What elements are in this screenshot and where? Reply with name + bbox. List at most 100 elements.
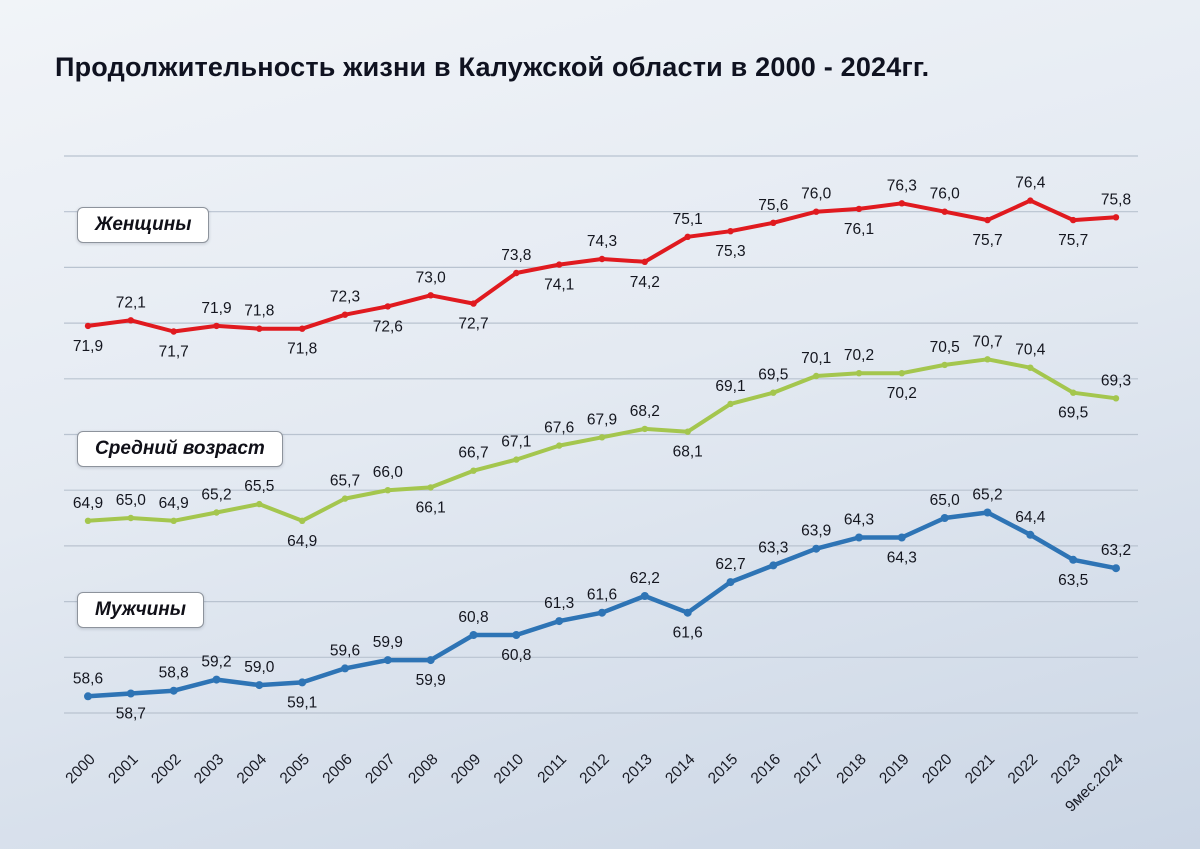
point-label-average: 70,2 [844,347,874,364]
point-label-men: 59,9 [416,672,446,689]
point-label-women: 74,1 [544,277,574,294]
point-label-men: 64,3 [844,512,874,529]
series-women: 71,9 72,1 71,7 71,9 71,8 71,8 72,3 72,6 73,0 72,7… [73,175,1131,361]
data-point-average [1070,389,1077,396]
point-label-men: 60,8 [458,609,488,626]
point-label-men: 62,2 [630,570,660,587]
x-axis-label: 2005 [277,751,313,787]
data-point-men [169,686,178,695]
data-point-men [1026,530,1035,539]
point-label-average: 69,5 [1058,405,1088,422]
point-label-men: 63,2 [1101,542,1131,559]
point-label-average: 65,7 [330,473,360,490]
point-label-average: 70,1 [801,350,831,367]
x-axis-label: 2004 [234,751,271,788]
data-point-average [384,487,391,494]
point-label-women: 71,8 [287,341,317,358]
x-axis-label: 2012 [576,751,612,787]
point-label-men: 59,1 [287,694,317,711]
data-point-women [384,303,391,310]
point-label-men: 59,9 [373,634,403,651]
point-label-average: 65,0 [116,492,147,509]
data-point-women [341,311,349,318]
x-axis-label: 2016 [748,751,784,787]
data-point-women [641,258,648,265]
data-point-men [598,608,606,617]
data-point-men [298,678,307,687]
series-average: 64,9 65,0 64,9 65,2 65,5 64,9 65,7 66,0 66,1 66,7… [73,333,1131,550]
data-point-men [640,592,649,600]
point-label-average: 69,3 [1101,372,1131,389]
data-point-men [855,533,863,542]
data-point-average [984,356,991,363]
x-axis-label: 2014 [662,751,699,788]
point-label-women: 75,1 [673,211,703,228]
data-point-men [812,544,821,553]
x-axis-label: 2022 [1005,751,1041,787]
legend-label-men: Мужчины [77,592,204,628]
point-label-average: 67,6 [544,420,574,437]
point-label-men: 64,4 [1015,509,1046,526]
point-label-average: 69,5 [758,367,788,384]
x-axis-label: 2008 [405,751,441,787]
gridlines [64,155,1138,714]
data-point-men [512,631,521,639]
x-axis-label: 2011 [534,751,570,787]
point-label-women: 75,3 [715,243,745,260]
point-label-men: 58,6 [73,670,103,687]
data-point-men [255,681,264,690]
point-label-men: 61,3 [544,595,574,612]
data-point-women [556,261,563,268]
data-point-men [469,631,478,639]
data-point-men [555,617,564,626]
point-label-women: 76,3 [887,177,917,194]
x-axis-label: 2007 [362,751,398,787]
point-label-average: 67,1 [501,434,531,451]
data-point-women [727,228,734,235]
x-axis-label: 2002 [148,751,184,787]
data-point-men [769,561,778,570]
data-point-average [513,456,520,463]
data-point-women [855,205,863,213]
data-point-average [341,495,349,502]
x-axis-label: 2019 [876,751,912,787]
data-point-average [855,370,863,377]
x-axis-label: 2003 [191,751,227,787]
data-point-women [598,255,606,263]
point-label-average: 66,1 [416,499,446,516]
data-point-average [84,517,92,524]
point-label-women: 75,7 [972,232,1002,249]
point-label-women: 72,1 [116,294,146,311]
point-label-women: 73,0 [416,269,447,286]
data-point-men [726,578,735,587]
point-label-women: 76,1 [844,221,874,238]
data-point-men [212,675,221,684]
data-point-average [898,370,905,377]
point-label-women: 76,0 [801,186,832,203]
point-label-average: 68,1 [673,444,703,461]
data-point-average [256,500,263,508]
x-axis-label: 2020 [919,751,956,788]
data-point-average [598,434,606,441]
data-point-average [813,372,820,380]
point-label-average: 65,2 [201,487,231,504]
point-label-men: 58,8 [159,665,189,682]
point-label-average: 67,9 [587,411,617,428]
series-men: 58,6 58,7 58,8 59,2 59,0 59,1 59,6 59,9 59,9 60,8… [73,487,1131,723]
point-label-average: 65,5 [244,478,274,495]
data-point-men [897,533,906,542]
data-point-women [984,216,991,224]
data-point-men [983,508,992,517]
data-point-average [299,517,306,524]
data-point-women [1112,214,1120,221]
data-point-men [383,656,392,665]
point-label-average: 70,2 [887,385,917,402]
data-point-average [556,442,563,449]
data-point-average [941,361,948,369]
data-point-average [684,428,691,435]
data-point-average [127,514,134,522]
point-label-men: 64,3 [887,550,917,567]
x-axis-label: 2001 [105,751,141,787]
data-point-women [513,269,520,277]
